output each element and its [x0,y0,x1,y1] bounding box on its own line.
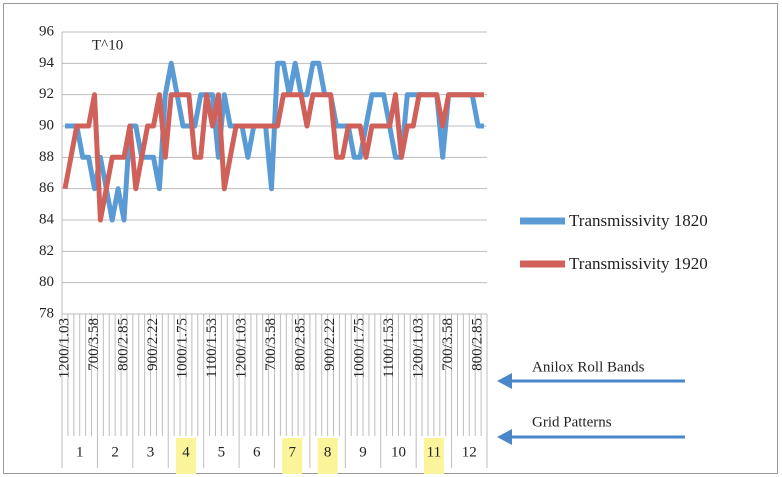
group-label: 4 [182,444,190,460]
legend-label: Transmissivity 1820 [569,211,708,230]
group-label: 8 [324,444,332,460]
legend-label: Transmissivity 1920 [569,254,708,273]
group-highlight [282,438,303,474]
x-tick-label: 1200/1.03 [411,318,427,378]
group-highlight [317,438,338,474]
x-tick-label: 700/3.58 [86,318,102,371]
x-tick-label: 1000/1.75 [352,318,368,378]
y-tick-label: 82 [39,243,54,259]
annotation: Anilox Roll Bands [532,359,645,375]
x-tick-label: 800/2.85 [115,318,131,371]
x-tick-label: 1100/1.53 [204,318,220,378]
x-tick-label: 700/3.58 [440,318,456,371]
y-tick-label: 92 [39,86,54,102]
annotation: Grid Patterns [532,414,612,430]
x-tick-label: 900/2.22 [145,318,161,371]
group-label: 1 [76,444,84,460]
y-tick-label: 94 [39,55,55,71]
group-label: 5 [218,444,226,460]
group-label: 12 [462,444,477,460]
group-label: 2 [111,444,119,460]
y-tick-label: 86 [39,180,55,196]
group-label: 3 [147,444,155,460]
x-tick-label: 1000/1.75 [174,318,190,378]
group-label: 7 [288,444,296,460]
x-tick-label: 800/2.85 [293,318,309,371]
y-tick-label: 80 [39,274,54,290]
x-tick-label: 1200/1.03 [233,318,249,378]
y-tick-label: 96 [39,23,55,39]
y-tick-label: 78 [39,305,54,321]
y-tick-label: 84 [39,211,55,227]
y-tick-label: 90 [39,117,54,133]
group-label: 10 [391,444,406,460]
series-line [62,92,484,223]
annotation: T^10 [92,37,123,53]
x-tick-label: 1200/1.03 [56,318,72,378]
group-label: 6 [253,444,261,460]
chart-border [3,3,778,474]
group-label: 9 [359,444,367,460]
x-tick-label: 700/3.58 [263,318,279,371]
x-tick-label: 800/2.85 [470,318,486,371]
group-label: 11 [427,444,441,460]
group-highlight [423,438,444,474]
x-tick-label: 900/2.22 [322,318,338,371]
x-tick-label: 1100/1.53 [381,318,397,378]
arrow [497,373,685,445]
y-tick-label: 88 [39,149,54,165]
group-highlight [175,438,196,474]
